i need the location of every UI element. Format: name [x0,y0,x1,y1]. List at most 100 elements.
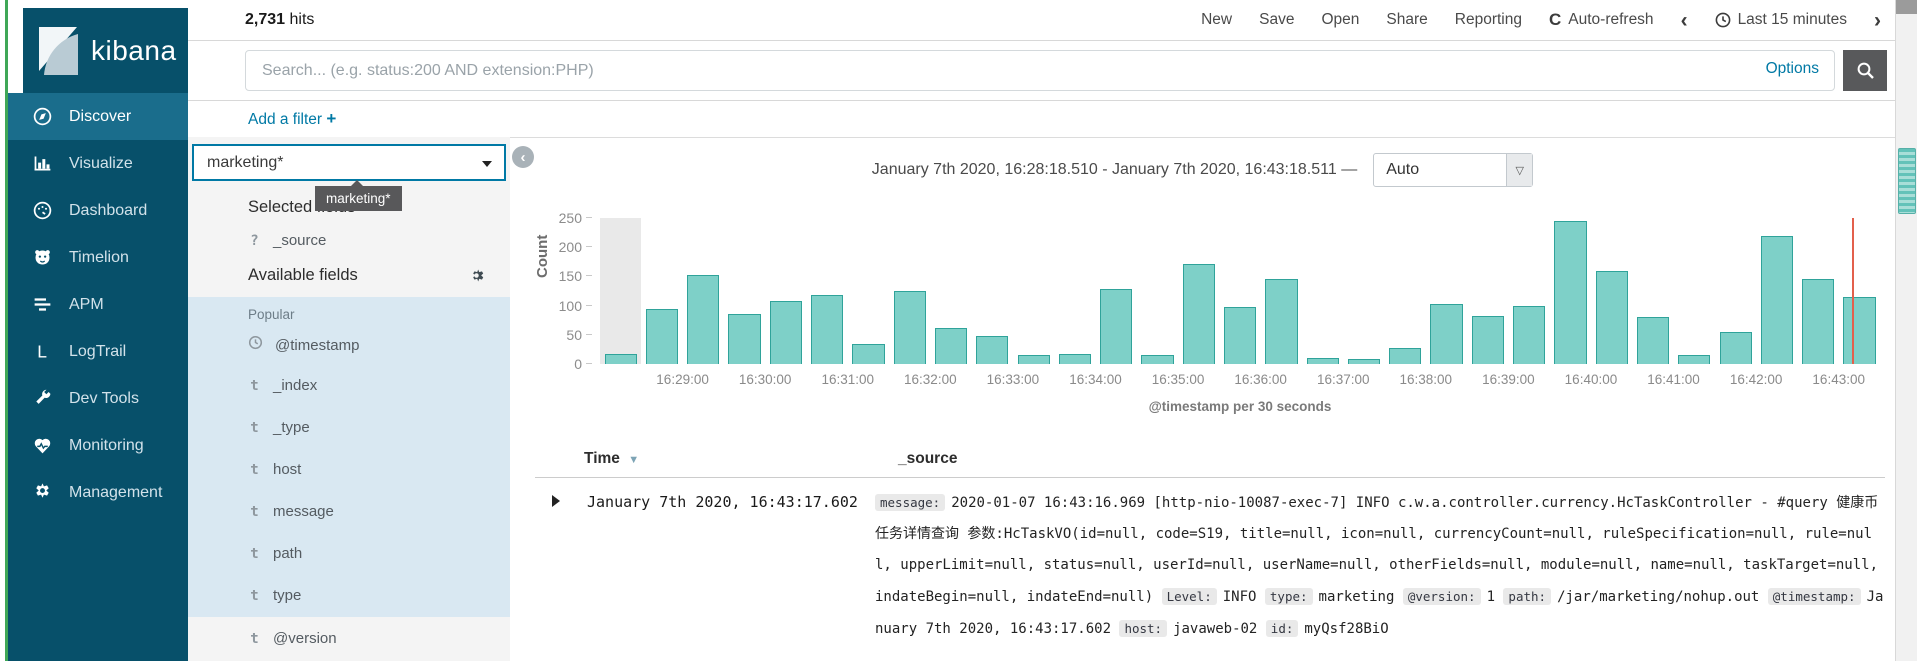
y-tick-mark [586,246,592,248]
auto-refresh-button[interactable]: C Auto-refresh [1549,10,1654,30]
toolbar-share-button[interactable]: Share [1386,11,1428,28]
x-axis-title: @timestamp per 30 seconds [1148,399,1332,414]
histogram-bar[interactable] [1306,358,1339,364]
toolbar-save-button[interactable]: Save [1259,11,1295,28]
sidebar-item-visualize[interactable]: Visualize [8,140,188,187]
x-tick-label: 16:38:00 [1399,372,1453,387]
histogram-bar[interactable] [645,308,679,364]
histogram-bucket [641,218,682,364]
doc-table-header: Time ▼ _source [535,450,1885,478]
kibana-logo[interactable]: kibana [23,8,188,93]
histogram-bar[interactable] [893,291,926,364]
field-item-index[interactable]: t _index [248,377,317,394]
toolbar-new-button[interactable]: New [1201,11,1233,28]
y-tick-mark [586,333,592,335]
field-item-timestamp[interactable]: @timestamp [248,335,359,355]
clock-field-icon [248,335,263,355]
histogram-bar[interactable] [728,314,761,364]
histogram-bar[interactable] [1265,279,1298,364]
histogram-bucket [1798,218,1839,364]
histogram-bar[interactable] [1430,303,1463,364]
time-picker-button[interactable]: Last 15 minutes [1715,11,1847,29]
histogram-bar[interactable] [1182,263,1215,364]
expand-row-caret[interactable] [552,495,560,507]
histogram-bar[interactable] [1760,235,1794,364]
histogram-bar[interactable] [976,335,1009,364]
sidebar-item-dashboard[interactable]: Dashboard [8,187,188,234]
histogram-bar[interactable] [604,354,637,364]
search-input[interactable] [245,50,1835,91]
field-item-type[interactable]: t _type [248,419,309,436]
histogram-bar[interactable] [934,327,968,364]
histogram-bar[interactable] [1017,355,1050,364]
histogram-bucket [848,218,889,364]
histogram-bar[interactable] [1802,279,1835,364]
field-item-source[interactable]: ? _source [248,232,326,249]
query-options-link[interactable]: Options [1765,60,1819,77]
field-key-badge: Level: [1161,588,1217,605]
fields-sidebar: marketing* marketing* Selected fields Av… [188,137,510,661]
x-tick-label: 16:33:00 [986,372,1040,387]
page-scrollbar[interactable] [1895,0,1917,661]
histogram-bar[interactable] [1636,317,1670,364]
histogram-bar[interactable] [1678,355,1711,364]
field-key-badge: id: [1265,620,1299,637]
histogram-bar[interactable] [1719,331,1752,364]
y-tick-mark [586,275,592,277]
histogram-bar[interactable] [769,300,802,364]
time-range-back-button[interactable]: ‹ [1680,8,1688,32]
sidebar-item-monitoring[interactable]: Monitoring [8,422,188,469]
histogram-bar[interactable] [687,275,720,364]
histogram-bar[interactable] [1224,306,1257,364]
scrollbar-top-button[interactable] [1896,0,1917,14]
histogram-bar[interactable] [1471,316,1504,364]
collapse-sidebar-button[interactable]: ‹ [512,146,534,168]
column-header-source: _source [898,450,958,467]
histogram-bar[interactable] [1389,347,1422,364]
add-filter-button[interactable]: Add a filter + [248,109,336,129]
y-axis: 0 50 100 150 200 250 [520,210,592,372]
sidebar-item-dev-tools[interactable]: Dev Tools [8,375,188,422]
histogram-bar[interactable] [1843,296,1876,364]
histogram-plot [600,218,1880,364]
histogram-bar[interactable] [1554,220,1587,364]
histogram-bar[interactable] [1141,355,1174,364]
field-item-type[interactable]: t type [248,587,301,604]
scrollbar-thumb[interactable] [1898,148,1916,214]
histogram-bucket [1178,218,1219,364]
search-button[interactable] [1843,50,1887,91]
column-header-time[interactable]: Time ▼ [584,450,639,468]
sidebar-item-label: Dev Tools [69,389,139,407]
toolbar-reporting-button[interactable]: Reporting [1454,11,1522,28]
x-tick-label: 16:32:00 [904,372,957,387]
histogram-bar[interactable] [1513,305,1546,364]
histogram-bar[interactable] [1100,289,1133,364]
sidebar-item-logtrail[interactable]: L LogTrail [8,328,188,375]
histogram-bar[interactable] [811,295,844,364]
field-item-message[interactable]: t message [248,503,334,520]
x-tick-label: 16:41:00 [1647,372,1700,387]
sidebar-item-management[interactable]: Management [8,469,188,516]
histogram-bar[interactable] [852,343,885,364]
field-key-badge: path: [1503,588,1552,605]
y-tick-mark [586,363,592,364]
toolbar-open-button[interactable]: Open [1321,11,1360,28]
sidebar-item-discover[interactable]: Discover [8,93,188,140]
popular-header: Popular [248,307,295,322]
histogram-bar[interactable] [1595,270,1628,364]
sidebar-item-timelion[interactable]: Timelion [8,234,188,281]
histogram-bucket [1302,218,1343,364]
interval-select[interactable]: Auto ▽ [1373,153,1534,187]
histogram-bar[interactable] [1347,359,1381,364]
field-item-version[interactable]: t @version [248,630,336,647]
field-item-host[interactable]: t host [248,461,301,478]
histogram-header: January 7th 2020, 16:28:18.510 - January… [510,150,1895,190]
histogram-bar[interactable] [1058,353,1092,364]
field-settings-gear-icon[interactable] [468,267,485,289]
sidebar-item-apm[interactable]: APM [8,281,188,328]
index-pattern-select[interactable]: marketing* [192,144,506,181]
time-range-forward-button[interactable]: › [1874,8,1881,32]
field-item-path[interactable]: t path [248,545,302,562]
sort-arrow-icon: ▼ [628,454,640,466]
histogram-bucket [806,218,847,364]
